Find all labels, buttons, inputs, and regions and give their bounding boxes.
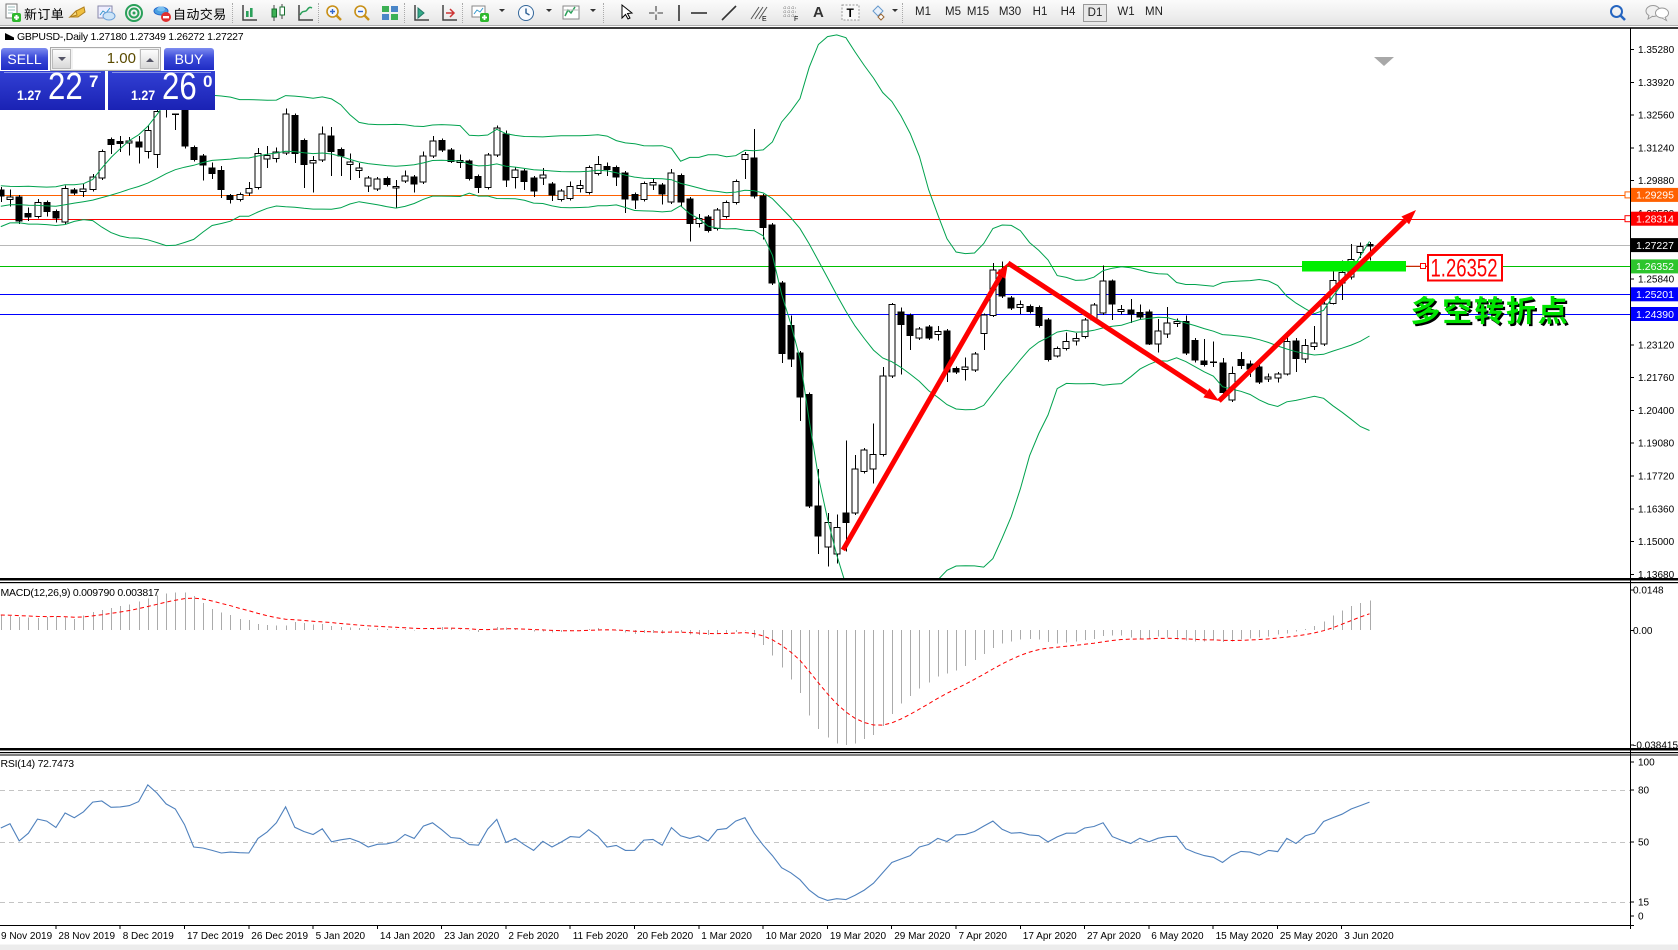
svg-text:-0.038415: -0.038415 [1633, 741, 1678, 752]
svg-text:1.31240: 1.31240 [1638, 143, 1675, 154]
svg-text:15: 15 [1638, 898, 1650, 909]
svg-text:19 Mar 2020: 19 Mar 2020 [830, 931, 887, 942]
svg-text:26 Dec 2019: 26 Dec 2019 [251, 931, 308, 942]
svg-text:28 Nov 2019: 28 Nov 2019 [58, 931, 115, 942]
svg-text:T: T [847, 6, 855, 20]
svg-text:1.35280: 1.35280 [1638, 45, 1675, 56]
svg-text:23 Jan 2020: 23 Jan 2020 [444, 931, 499, 942]
svg-text:1.13680: 1.13680 [1638, 570, 1675, 581]
svg-text:14 Jan 2020: 14 Jan 2020 [380, 931, 435, 942]
svg-text:2 Feb 2020: 2 Feb 2020 [508, 931, 559, 942]
svg-text:1.20400: 1.20400 [1638, 406, 1675, 417]
svg-text:3 Jun 2020: 3 Jun 2020 [1344, 931, 1394, 942]
svg-text:1.29880: 1.29880 [1638, 176, 1675, 187]
svg-text:8 Dec 2019: 8 Dec 2019 [123, 931, 175, 942]
svg-text:9 Nov 2019: 9 Nov 2019 [1, 931, 53, 942]
svg-text:17 Apr 2020: 17 Apr 2020 [1023, 931, 1077, 942]
svg-text:1.33920: 1.33920 [1638, 78, 1675, 89]
svg-text:27 Apr 2020: 27 Apr 2020 [1087, 931, 1141, 942]
svg-text:0: 0 [1638, 912, 1644, 923]
svg-text:1.16360: 1.16360 [1638, 504, 1675, 515]
svg-text:15 May 2020: 15 May 2020 [1216, 931, 1274, 942]
svg-text:1.25201: 1.25201 [1636, 289, 1674, 301]
svg-text:1.15000: 1.15000 [1638, 537, 1675, 548]
svg-text:1.32560: 1.32560 [1638, 111, 1675, 122]
svg-text:7 Apr 2020: 7 Apr 2020 [959, 931, 1008, 942]
svg-text:1.25840: 1.25840 [1638, 275, 1675, 286]
svg-text:1.26352: 1.26352 [1431, 255, 1498, 283]
svg-text:10 Mar 2020: 10 Mar 2020 [766, 931, 823, 942]
svg-text:25 May 2020: 25 May 2020 [1280, 931, 1338, 942]
svg-text:1.24390: 1.24390 [1636, 309, 1674, 321]
svg-text:1.28314: 1.28314 [1636, 214, 1674, 226]
svg-text:17 Dec 2019: 17 Dec 2019 [187, 931, 244, 942]
svg-text:1.27227: 1.27227 [1636, 240, 1674, 252]
svg-text:50: 50 [1638, 837, 1650, 848]
svg-text:6 May 2020: 6 May 2020 [1151, 931, 1204, 942]
svg-text:1.26352: 1.26352 [1636, 261, 1674, 273]
svg-text:E: E [762, 16, 767, 23]
svg-text:80: 80 [1638, 786, 1650, 797]
svg-text:29 Mar 2020: 29 Mar 2020 [894, 931, 951, 942]
svg-text:5 Jan 2020: 5 Jan 2020 [316, 931, 366, 942]
svg-text:F: F [794, 16, 798, 23]
svg-text:100: 100 [1638, 757, 1655, 768]
svg-text:GBPUSD-,Daily 1.27180 1.27349: GBPUSD-,Daily 1.27180 1.27349 1.26272 1.… [17, 31, 244, 43]
svg-text:20 Feb 2020: 20 Feb 2020 [637, 931, 694, 942]
svg-text:MACD(12,26,9) 0.009790 0.00381: MACD(12,26,9) 0.009790 0.003817 [1, 587, 160, 599]
svg-text:1 Mar 2020: 1 Mar 2020 [701, 931, 752, 942]
svg-text:1.29295: 1.29295 [1636, 190, 1674, 202]
svg-text:1.17720: 1.17720 [1638, 472, 1675, 483]
svg-text:1.21760: 1.21760 [1638, 373, 1675, 384]
svg-text:1.19080: 1.19080 [1638, 439, 1675, 450]
svg-text:0.0148: 0.0148 [1633, 586, 1664, 597]
svg-text:1.23120: 1.23120 [1638, 340, 1675, 351]
svg-text:11 Feb 2020: 11 Feb 2020 [573, 931, 629, 942]
svg-text:RSI(14) 72.7473: RSI(14) 72.7473 [1, 758, 75, 770]
svg-text:0.00: 0.00 [1633, 626, 1653, 637]
